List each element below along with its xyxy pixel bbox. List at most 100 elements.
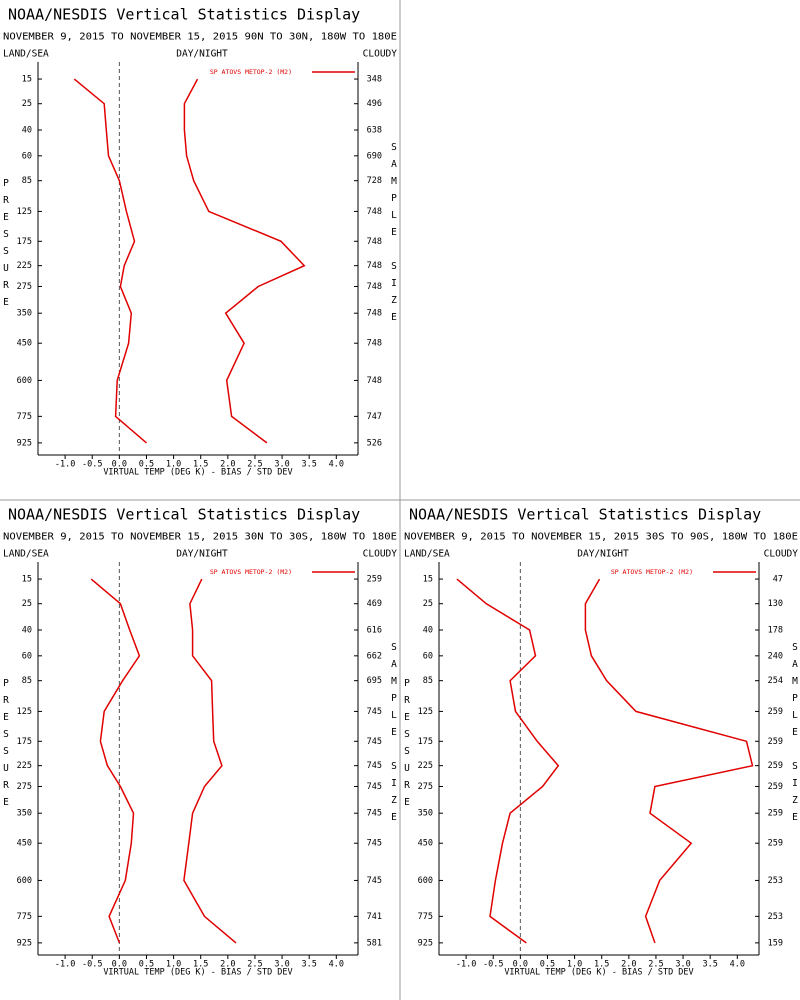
sample-size: 748 <box>367 207 382 217</box>
y-tick-label: 125 <box>17 707 32 717</box>
x-tick-label: 0.5 <box>139 960 154 970</box>
sample-size: 748 <box>367 376 382 386</box>
sample-size: 741 <box>367 912 382 922</box>
y2-axis-label: SAMPLE SIZE <box>389 642 400 829</box>
chart-subtitle: NOVEMBER 9, 2015 TO NOVEMBER 15, 2015 30… <box>404 532 798 543</box>
x-tick-label: -0.5 <box>483 960 503 970</box>
profile-line <box>183 78 306 444</box>
sample-size: 745 <box>367 782 382 792</box>
sample-size: 745 <box>367 761 382 771</box>
x-tick-label: 1.5 <box>193 960 208 970</box>
x-tick-label: 0.0 <box>513 960 528 970</box>
y-tick-label: 775 <box>418 912 433 922</box>
x-tick-label: 0.0 <box>112 460 127 470</box>
x-axis-label: VIRTUAL TEMP (DEG K) - BIAS / STD DEV <box>103 968 292 978</box>
y-tick-label: 15 <box>22 575 32 585</box>
chart-title: NOAA/NESDIS Vertical Statistics Display <box>409 506 761 524</box>
legend-label: SP ATOVS METOP-2 (M2) <box>210 68 292 76</box>
y-tick-label: 925 <box>418 938 433 948</box>
x-tick-label: -1.0 <box>55 960 75 970</box>
y-tick-label: 450 <box>17 839 32 849</box>
y-tick-label: 25 <box>22 99 32 109</box>
y-tick-label: 85 <box>423 676 433 686</box>
y-tick-label: 85 <box>22 176 32 186</box>
y-axis-label: PRESSURE <box>402 678 413 814</box>
x-tick-label: 2.0 <box>621 960 636 970</box>
y-tick-label: 600 <box>17 876 32 886</box>
x-tick-label: -0.5 <box>82 460 102 470</box>
x-tick-label: 1.0 <box>567 960 582 970</box>
y-axis-label: PRESSURE <box>1 678 12 814</box>
y-tick-label: 60 <box>22 651 32 661</box>
y-tick-label: 275 <box>418 782 433 792</box>
sample-size: 745 <box>367 707 382 717</box>
y-tick-label: 40 <box>22 125 32 135</box>
x-tick-label: 2.5 <box>247 460 262 470</box>
x-tick-label: 2.0 <box>220 960 235 970</box>
y-tick-label: 175 <box>17 737 32 747</box>
sample-size: 526 <box>367 438 382 448</box>
y-tick-label: 450 <box>418 839 433 849</box>
y-tick-label: 775 <box>17 912 32 922</box>
sample-size: 259 <box>768 737 783 747</box>
sample-size: 259 <box>768 839 783 849</box>
y-tick-label: 600 <box>418 876 433 886</box>
y2-axis-label: SAMPLE SIZE <box>389 142 400 329</box>
x-tick-label: 3.0 <box>274 960 289 970</box>
sample-size: 728 <box>367 176 382 186</box>
sample-size: 178 <box>768 625 783 635</box>
y-tick-label: 175 <box>17 237 32 247</box>
sample-size: 469 <box>367 599 382 609</box>
y-tick-label: 15 <box>22 75 32 85</box>
y-tick-label: 40 <box>423 625 433 635</box>
x-tick-label: -1.0 <box>55 460 75 470</box>
sample-size: 259 <box>768 761 783 771</box>
day-night-label: DAY/NIGHT <box>577 549 629 560</box>
y-tick-label: 25 <box>22 599 32 609</box>
x-tick-label: 3.5 <box>302 460 317 470</box>
x-tick-label: -0.5 <box>82 960 102 970</box>
sample-size: 47 <box>773 575 783 585</box>
x-tick-label: 0.5 <box>139 460 154 470</box>
x-tick-label: 1.5 <box>594 960 609 970</box>
profile-line <box>456 578 560 944</box>
x-tick-label: 2.0 <box>220 460 235 470</box>
y-tick-label: 600 <box>17 376 32 386</box>
cloudy-label: CLOUDY <box>764 549 799 560</box>
y-tick-label: 275 <box>17 782 32 792</box>
chart-title: NOAA/NESDIS Vertical Statistics Display <box>8 6 360 24</box>
y-tick-label: 25 <box>423 599 433 609</box>
land-sea-label: LAND/SEA <box>3 549 49 560</box>
sample-size: 747 <box>367 412 382 422</box>
chart-title: NOAA/NESDIS Vertical Statistics Display <box>8 506 360 524</box>
sample-size: 745 <box>367 809 382 819</box>
y-tick-label: 60 <box>423 651 433 661</box>
sample-size: 259 <box>367 575 382 585</box>
sample-size: 748 <box>367 282 382 292</box>
x-axis-label: VIRTUAL TEMP (DEG K) - BIAS / STD DEV <box>504 968 693 978</box>
land-sea-label: LAND/SEA <box>404 549 450 560</box>
sample-size: 581 <box>367 938 382 948</box>
legend-label: SP ATOVS METOP-2 (M2) <box>611 568 693 576</box>
cloudy-label: CLOUDY <box>363 49 398 60</box>
sample-size: 253 <box>768 912 783 922</box>
y-tick-label: 85 <box>22 676 32 686</box>
sample-size: 259 <box>768 782 783 792</box>
y-tick-label: 925 <box>17 938 32 948</box>
x-tick-label: 3.0 <box>274 460 289 470</box>
sample-size: 745 <box>367 839 382 849</box>
sample-size: 748 <box>367 237 382 247</box>
y-tick-label: 350 <box>17 809 32 819</box>
x-tick-label: 0.5 <box>540 960 555 970</box>
x-tick-label: 0.0 <box>112 960 127 970</box>
profile-line <box>584 578 754 944</box>
sample-size: 745 <box>367 737 382 747</box>
profile-line <box>183 578 237 944</box>
sample-size: 748 <box>367 309 382 319</box>
x-tick-label: 1.0 <box>166 460 181 470</box>
sample-size: 695 <box>367 676 382 686</box>
y-tick-label: 450 <box>17 339 32 349</box>
y-tick-label: 350 <box>17 309 32 319</box>
y-tick-label: 125 <box>418 707 433 717</box>
y-tick-label: 15 <box>423 575 433 585</box>
